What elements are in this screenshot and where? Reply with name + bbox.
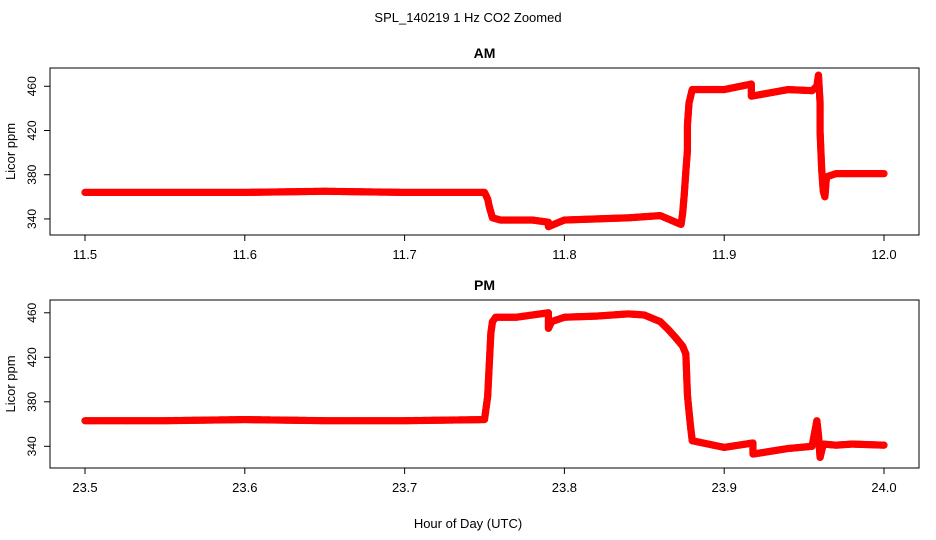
y-axis-label: Licor ppm bbox=[3, 355, 18, 412]
series-0 bbox=[81, 71, 888, 231]
x-tick-label: 11.6 bbox=[233, 247, 257, 262]
x-tick-label: 23.8 bbox=[552, 480, 577, 495]
panel-pm: PM Licor ppm 23.5 23.6 23.7 23.8 23.9 24.0 340 38… bbox=[3, 277, 920, 495]
y-axis-label: Licor ppm bbox=[3, 123, 18, 180]
x-tick-label: 11.7 bbox=[392, 247, 416, 262]
plot-frame bbox=[49, 299, 920, 469]
data-point bbox=[880, 441, 888, 449]
y-tick-label: 380 bbox=[25, 164, 39, 184]
y-tick-label: 420 bbox=[25, 347, 39, 367]
plot-frame bbox=[49, 67, 920, 236]
y-tick-label: 420 bbox=[25, 120, 39, 140]
panels: AM Licor ppm 11.5 11.6 11.7 11.8 11.9 12.0 340 38… bbox=[3, 45, 920, 495]
x-axis-label: Hour of Day (UTC) bbox=[414, 516, 522, 531]
y-tick-label: 340 bbox=[25, 436, 39, 456]
series-0 bbox=[81, 309, 888, 462]
panel-title: AM bbox=[474, 45, 496, 61]
y-tick-label: 340 bbox=[25, 209, 39, 229]
x-tick-label: 12.0 bbox=[871, 247, 896, 262]
x-tick-label: 23.6 bbox=[232, 480, 257, 495]
x-tick-label: 11.8 bbox=[552, 247, 576, 262]
y-tick-label: 380 bbox=[25, 391, 39, 411]
y-tick-label: 460 bbox=[25, 76, 39, 96]
panel-title: PM bbox=[474, 277, 495, 293]
data-point bbox=[880, 169, 888, 178]
x-tick-label: 23.5 bbox=[72, 480, 97, 495]
main-title: SPL_140219 1 Hz CO2 Zoomed bbox=[374, 10, 561, 25]
y-tick-label: 460 bbox=[25, 302, 39, 322]
x-tick-label: 11.5 bbox=[73, 247, 97, 262]
x-tick-label: 23.9 bbox=[712, 480, 737, 495]
x-tick-label: 24.0 bbox=[871, 480, 896, 495]
x-tick-label: 23.7 bbox=[392, 480, 417, 495]
x-tick-label: 11.9 bbox=[712, 247, 736, 262]
panel-am: AM Licor ppm 11.5 11.6 11.7 11.8 11.9 12.0 340 38… bbox=[3, 45, 920, 262]
